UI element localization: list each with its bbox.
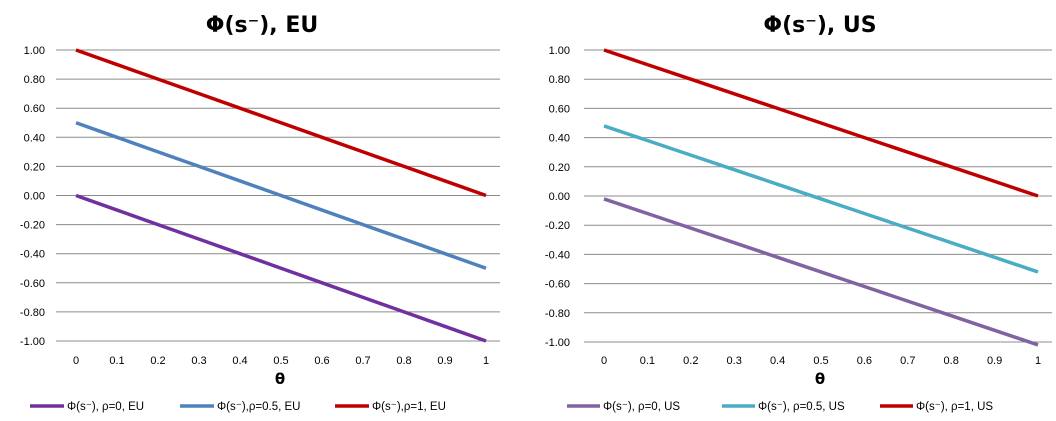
legend-label: Φ(s⁻), ρ=0, US <box>603 401 680 413</box>
x-tick-label: 0.3 <box>727 355 742 367</box>
x-axis-label: θ <box>275 370 285 388</box>
legend-label: Φ(s⁻), ρ=1, US <box>916 401 993 413</box>
y-tick-label: 1.00 <box>24 45 45 57</box>
x-tick-label: 0.2 <box>150 355 165 367</box>
chart-title: Φ(s⁻), US <box>763 13 876 38</box>
x-tick-label: 0 <box>73 355 79 367</box>
legend-label: Φ(s⁻), ρ=0.5, US <box>758 401 845 413</box>
y-tick-label: -1.00 <box>20 336 45 348</box>
y-tick-label: -0.80 <box>20 307 45 319</box>
x-tick-label: 0.8 <box>944 355 959 367</box>
series-line-3 <box>75 48 487 198</box>
y-tick-label: 0.00 <box>549 191 570 203</box>
y-tick-label: -0.20 <box>20 220 45 232</box>
series-line-2 <box>603 124 1039 274</box>
x-tick-label: 0.2 <box>683 355 698 367</box>
legend-label: Φ(s⁻),ρ=1, EU <box>372 401 446 413</box>
y-tick-label: -0.40 <box>545 249 570 261</box>
y-tick-label: 0.00 <box>24 191 45 203</box>
legend-label: Φ(s⁻), ρ=0, EU <box>67 401 144 413</box>
x-tick-label: 0.6 <box>857 355 872 367</box>
x-tick-label: 0.1 <box>109 355 124 367</box>
x-tick-label: 0.4 <box>770 355 785 367</box>
x-tick-label: 0.9 <box>987 355 1002 367</box>
x-tick-label: 0.5 <box>273 355 288 367</box>
y-tick-label: -0.20 <box>545 220 570 232</box>
x-tick-label: 0.1 <box>640 355 655 367</box>
chart-title: Φ(s⁻), EU <box>206 13 318 38</box>
y-tick-label: 0.80 <box>24 74 45 86</box>
y-tick-label: 0.60 <box>24 103 45 115</box>
y-tick-label: 0.60 <box>549 103 570 115</box>
y-tick-label: 0.20 <box>24 161 45 173</box>
chart-eu: Φ(s⁻), EU 1.000.800.600.400.200.00-0.20-… <box>20 13 500 413</box>
series-line-2 <box>75 121 487 270</box>
x-tick-label: 0.6 <box>314 355 329 367</box>
y-tick-label: -0.60 <box>545 279 570 291</box>
chart-us: Φ(s⁻), US 1.000.800.600.400.200.00-0.20-… <box>545 13 1052 413</box>
series-line-1 <box>75 193 487 343</box>
y-tick-label: -1.00 <box>545 337 570 349</box>
x-tick-label: 0.3 <box>191 355 206 367</box>
y-tick-label: 0.40 <box>549 133 570 145</box>
y-tick-label: -0.40 <box>20 249 45 261</box>
chart-panel-eu: Φ(s⁻), EU 1.00 0.80 0.60 0.40 0.20 0.00 -0.20-… <box>0 0 525 421</box>
x-tick-label: 0.7 <box>900 355 915 367</box>
x-tick-label: 1 <box>483 355 489 367</box>
y-tick-label: -0.60 <box>20 278 45 290</box>
x-tick-label: 0.7 <box>355 355 370 367</box>
y-tick-label: -0.80 <box>545 308 570 320</box>
legend-label: Φ(s⁻),ρ=0.5, EU <box>217 401 300 413</box>
series-line-1 <box>603 197 1039 347</box>
x-tick-label: 0.8 <box>396 355 411 367</box>
series-line-3 <box>603 48 1039 198</box>
x-axis-label: θ <box>815 370 825 388</box>
x-tick-label: 0.5 <box>813 355 828 367</box>
y-tick-label: 0.40 <box>24 132 45 144</box>
x-tick-label: 0 <box>601 355 607 367</box>
y-tick-label: 1.00 <box>549 45 570 57</box>
x-tick-label: 0.9 <box>437 355 452 367</box>
chart-panel-us: Φ(s⁻), US 1.00 0.80 0.60 0.40 0.20 0.00 -0.20-… <box>530 0 1056 421</box>
x-tick-label: 1 <box>1035 355 1041 367</box>
y-tick-label: 0.80 <box>549 74 570 86</box>
y-tick-label: 0.20 <box>549 162 570 174</box>
x-tick-label: 0.4 <box>232 355 247 367</box>
